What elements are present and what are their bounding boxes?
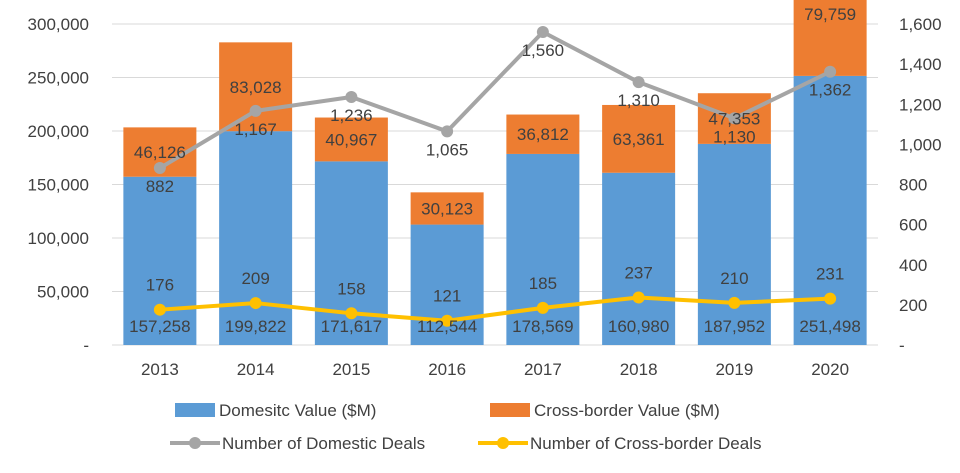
data-label-domestic-value: 157,258 <box>129 317 190 336</box>
y-right-tick-label: 600 <box>899 216 927 235</box>
data-label-domestic-value: 112,544 <box>417 317 477 336</box>
marker-cross-border-deals <box>824 292 837 305</box>
legend-label: Number of Domestic Deals <box>222 434 425 453</box>
y-right-tick-label: 200 <box>899 296 927 315</box>
y-left-tick-label: 150,000 <box>28 176 89 195</box>
x-tick-label: 2013 <box>141 360 179 379</box>
data-label-cross-border-value: 79,759 <box>804 5 856 24</box>
legend-label: Cross-border Value ($M) <box>534 401 720 420</box>
bar-cross-border-value <box>506 114 580 154</box>
y-left-tick-label: 100,000 <box>28 229 89 248</box>
marker-cross-border-deals <box>249 297 262 310</box>
marker-domestic-deals <box>824 65 837 78</box>
y-left-tick-label: 300,000 <box>28 15 89 34</box>
marker-cross-border-deals <box>728 296 741 309</box>
legend-label: Domesitc Value ($M) <box>219 401 376 420</box>
line-series <box>153 26 837 327</box>
marker-domestic-deals <box>441 125 454 138</box>
data-label-domestic-value: 199,822 <box>225 317 286 336</box>
data-labels: 157,258 199,822 171,617 112,544 178,569 160,9… <box>129 5 861 336</box>
data-label-domestic-value: 160,980 <box>608 317 669 336</box>
x-tick-label: 2015 <box>332 360 370 379</box>
legend: Domesitc Value ($M) Cross-border Value ($… <box>170 401 761 453</box>
marker-domestic-deals <box>249 104 262 117</box>
data-label-domestic-deals: 1,065 <box>426 140 469 159</box>
y-right-tick-label: 800 <box>899 176 927 195</box>
data-label-cross-border-deals: 210 <box>720 269 748 288</box>
x-tick-label: 2019 <box>715 360 753 379</box>
y-left-tick-label: 50,000 <box>37 283 89 302</box>
legend-swatch-marker <box>497 437 509 449</box>
bar-cross-border-value <box>410 192 484 225</box>
data-label-cross-border-deals: 209 <box>241 269 269 288</box>
x-tick-label: 2020 <box>811 360 849 379</box>
line-cross-border-deals <box>159 295 831 323</box>
data-label-cross-border-value: 46,126 <box>134 143 186 162</box>
bar-cross-border-value <box>314 117 388 162</box>
data-label-cross-border-deals: 231 <box>816 265 844 284</box>
data-label-domestic-value: 187,952 <box>704 317 765 336</box>
data-label-domestic-deals: 1,560 <box>522 41 565 60</box>
legend-swatch <box>490 403 530 417</box>
marker-cross-border-deals <box>536 301 549 314</box>
legend-label: Number of Cross-border Deals <box>530 434 761 453</box>
data-label-domestic-value: 178,569 <box>512 317 573 336</box>
data-label-cross-border-value: 30,123 <box>421 199 473 218</box>
bar-cross-border-value <box>793 0 867 76</box>
data-label-cross-border-deals: 185 <box>529 274 557 293</box>
marker-domestic-deals <box>153 162 166 175</box>
y-right-tick-label: 400 <box>899 256 927 275</box>
bar-domestic-value <box>219 131 293 345</box>
marker-domestic-deals <box>728 112 741 125</box>
data-label-domestic-deals: 1,362 <box>809 81 852 100</box>
bar-domestic-value <box>697 143 771 345</box>
legend-swatch <box>175 403 215 417</box>
data-label-domestic-value: 251,498 <box>799 317 860 336</box>
axes: - 50,000 100,000 150,000 200,000 250,000 300,0… <box>28 15 942 379</box>
bar-domestic-value <box>123 176 197 345</box>
data-label-cross-border-value: 63,361 <box>613 130 665 149</box>
data-label-cross-border-deals: 176 <box>146 276 174 295</box>
marker-cross-border-deals <box>345 307 358 320</box>
data-label-domestic-deals: 1,130 <box>713 127 756 146</box>
y-right-tick-label: 1,200 <box>899 95 942 114</box>
y-right-tick-label: 1,000 <box>899 135 942 154</box>
x-tick-label: 2016 <box>428 360 466 379</box>
marker-domestic-deals <box>632 76 645 89</box>
marker-cross-border-deals <box>441 314 454 327</box>
data-label-domestic-deals: 882 <box>146 177 174 196</box>
data-label-domestic-deals: 1,167 <box>234 120 277 139</box>
bar-domestic-value <box>602 172 676 345</box>
data-label-domestic-value: 171,617 <box>321 317 382 336</box>
marker-domestic-deals <box>536 26 549 39</box>
y-left-tick-label: 250,000 <box>28 69 89 88</box>
x-tick-label: 2014 <box>237 360 275 379</box>
marker-cross-border-deals <box>153 303 166 316</box>
bar-series <box>123 0 867 345</box>
marker-cross-border-deals <box>632 291 645 304</box>
data-label-cross-border-deals: 237 <box>624 263 652 282</box>
x-tick-label: 2018 <box>620 360 658 379</box>
data-label-cross-border-value: 40,967 <box>325 130 377 149</box>
marker-domestic-deals <box>345 91 358 104</box>
data-label-cross-border-deals: 158 <box>337 279 365 298</box>
y-right-tick-label: - <box>899 336 905 355</box>
y-left-tick-label: - <box>83 336 89 355</box>
y-left-tick-label: 200,000 <box>28 122 89 141</box>
data-label-domestic-deals: 1,236 <box>330 106 373 125</box>
y-right-tick-label: 1,400 <box>899 55 942 74</box>
data-label-cross-border-value: 36,812 <box>517 125 569 144</box>
y-right-tick-label: 1,600 <box>899 15 942 34</box>
data-label-cross-border-deals: 121 <box>433 287 461 306</box>
bar-cross-border-value <box>602 104 676 173</box>
data-label-cross-border-value: 47,353 <box>708 110 760 129</box>
legend-swatch-marker <box>189 437 201 449</box>
line-domestic-deals <box>158 30 831 170</box>
data-label-domestic-deals: 1,310 <box>617 91 660 110</box>
data-label-cross-border-value: 83,028 <box>230 78 282 97</box>
x-tick-label: 2017 <box>524 360 562 379</box>
